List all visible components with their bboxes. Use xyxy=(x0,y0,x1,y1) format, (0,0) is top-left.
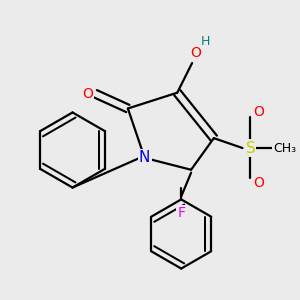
Text: S: S xyxy=(245,140,255,155)
Text: O: O xyxy=(82,87,93,101)
Text: F: F xyxy=(177,206,185,220)
Text: H: H xyxy=(201,35,211,48)
Text: O: O xyxy=(190,46,202,60)
Text: O: O xyxy=(253,106,264,119)
Text: N: N xyxy=(139,150,150,165)
Text: O: O xyxy=(253,176,264,190)
Text: CH₃: CH₃ xyxy=(273,142,296,154)
